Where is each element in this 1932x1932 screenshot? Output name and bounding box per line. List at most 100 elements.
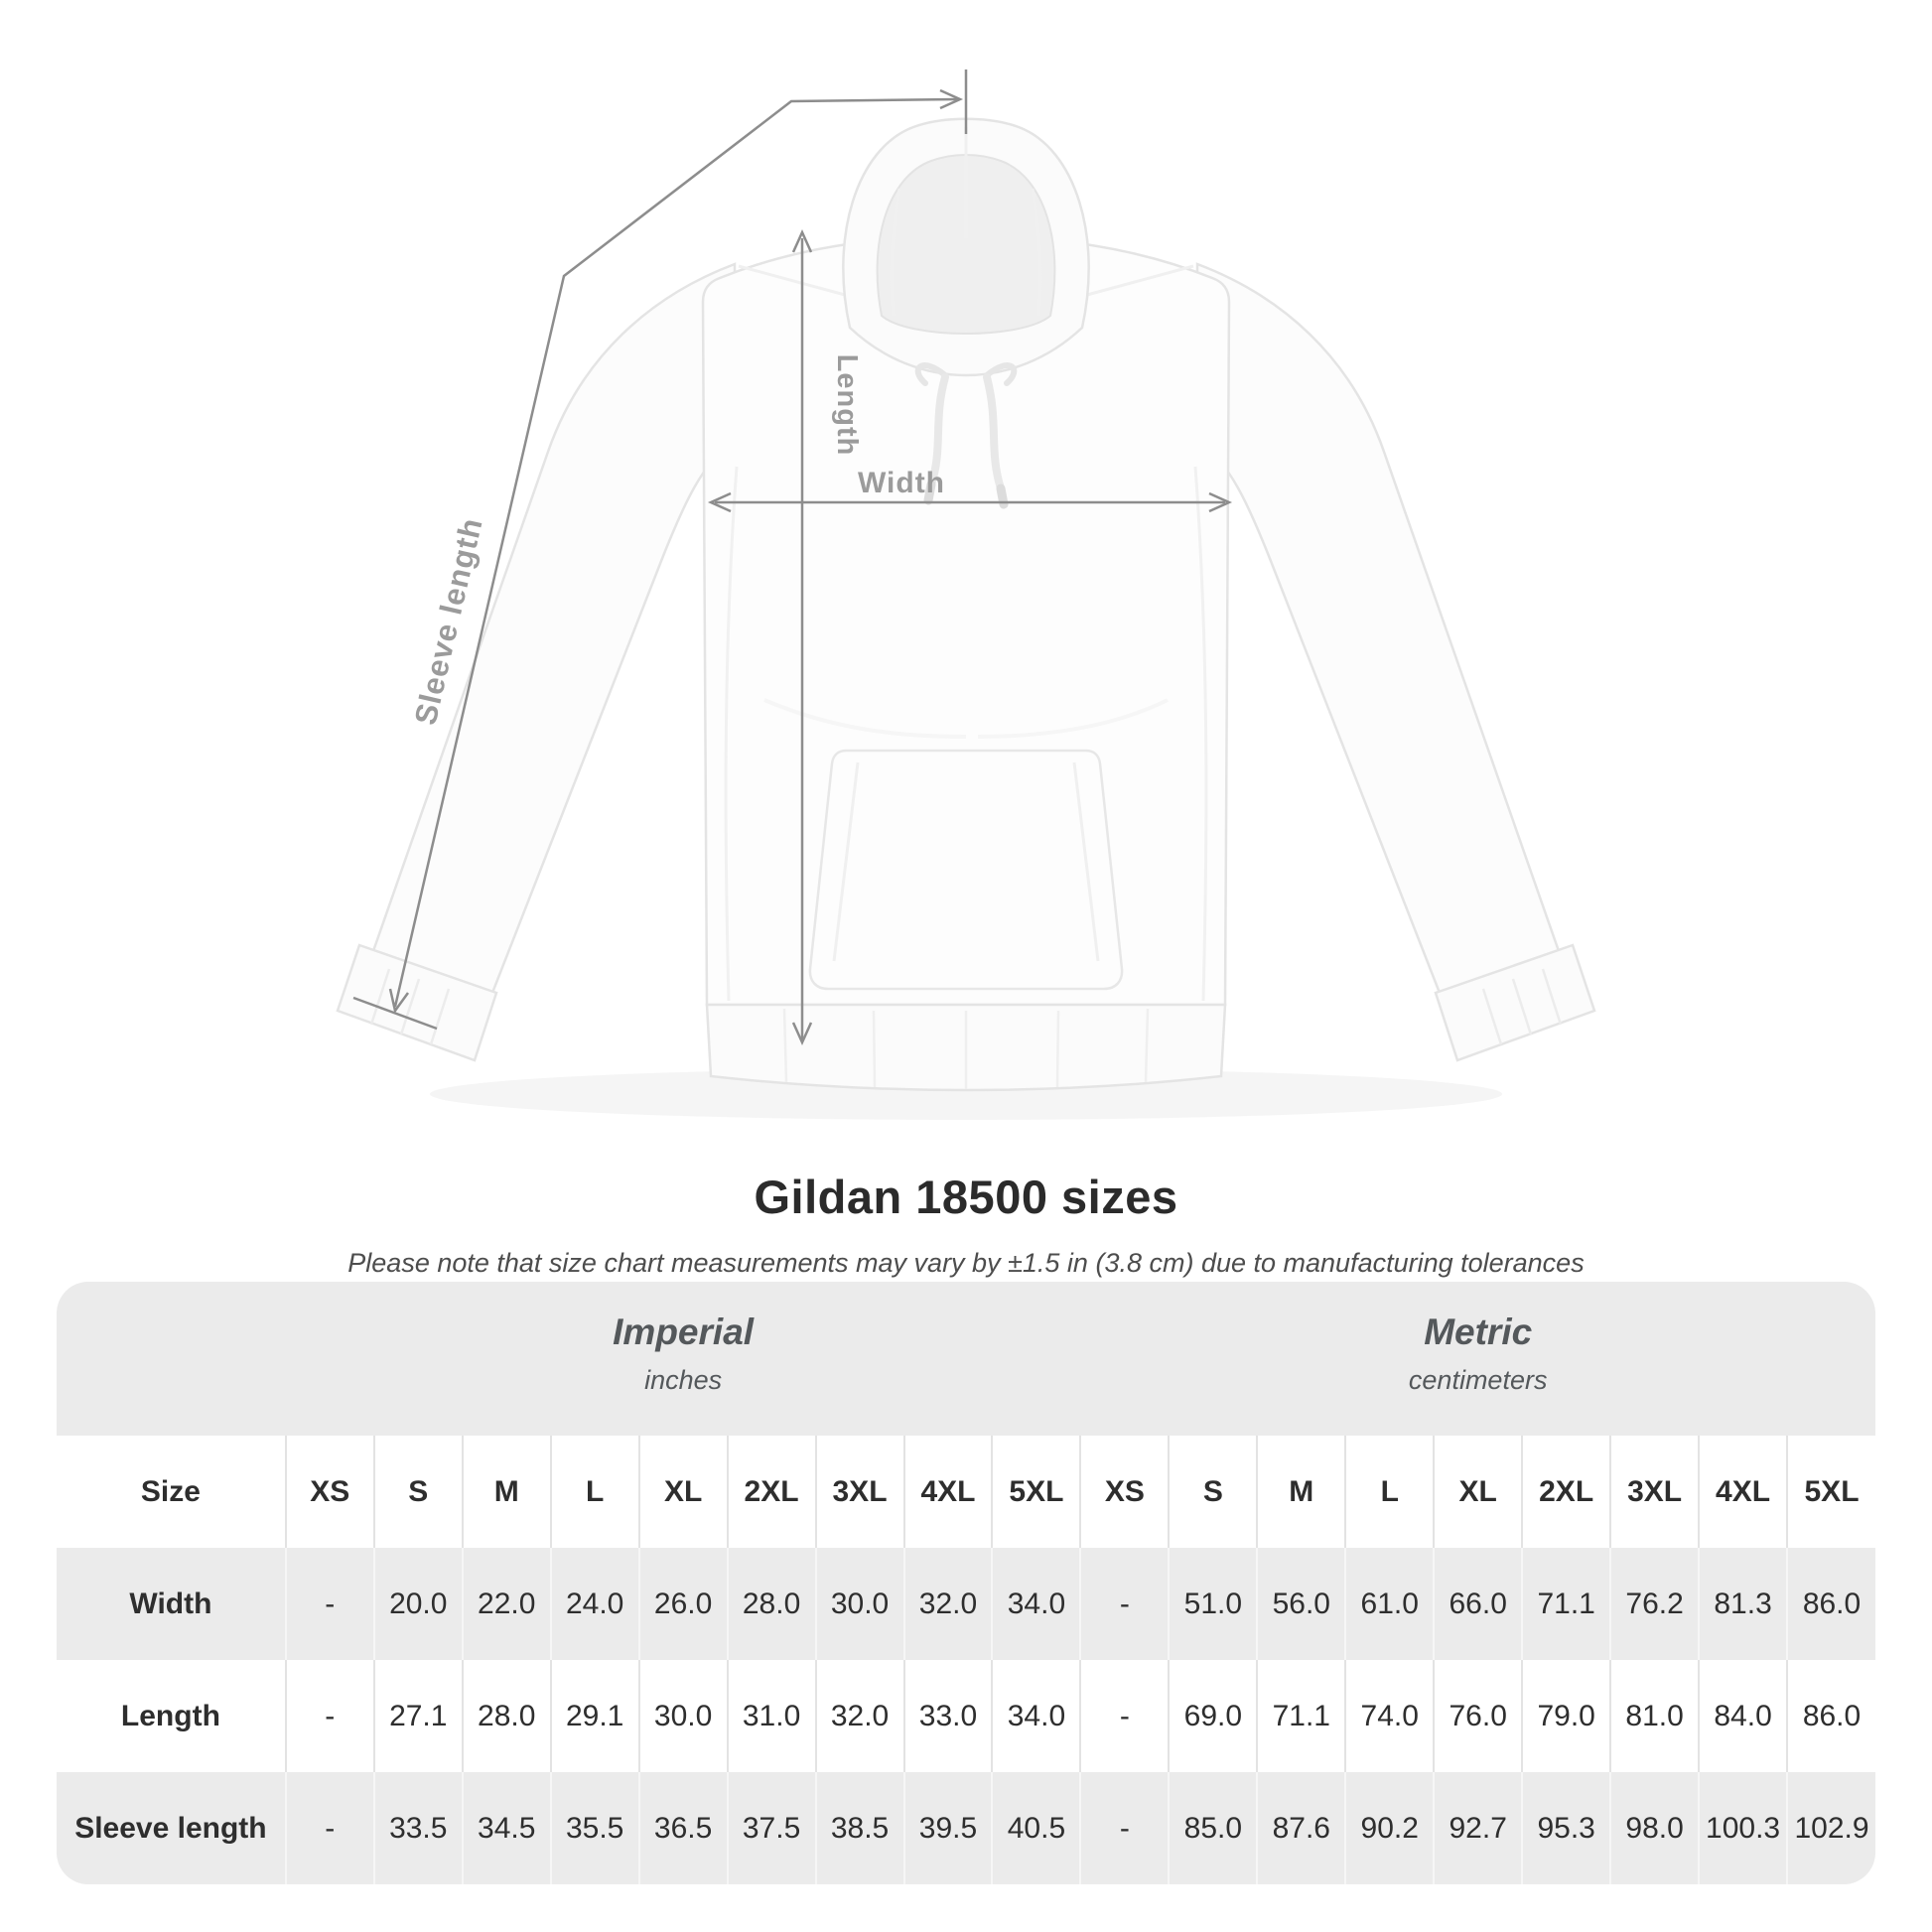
metric-size-xs: XS xyxy=(1079,1436,1170,1548)
drawstring-bow xyxy=(914,362,1018,386)
length-metric-xl: 76.0 xyxy=(1433,1660,1523,1772)
length-metric-m: 71.1 xyxy=(1256,1660,1346,1772)
hood-folds xyxy=(890,127,1042,317)
width-metric-5xl: 86.0 xyxy=(1786,1548,1875,1660)
length-metric-4xl: 84.0 xyxy=(1698,1660,1788,1772)
unit-header-band: Imperial inches Metric centimeters xyxy=(57,1282,1875,1436)
sleeve-metric-s: 85.0 xyxy=(1168,1772,1258,1884)
length-metric-3xl: 81.0 xyxy=(1609,1660,1700,1772)
length-metric-2xl: 79.0 xyxy=(1521,1660,1611,1772)
sleeve-length-line xyxy=(393,97,958,1008)
length-imperial-4xl: 33.0 xyxy=(902,1660,993,1772)
metric-size-xl: XL xyxy=(1433,1436,1523,1548)
title-block: Gildan 18500 sizes Please note that size… xyxy=(0,1170,1932,1279)
sleeve-metric-5xl: 102.9 xyxy=(1786,1772,1875,1884)
length-metric-l: 74.0 xyxy=(1344,1660,1435,1772)
width-metric-xl: 66.0 xyxy=(1433,1548,1523,1660)
width-arrowhead-left xyxy=(707,491,732,513)
sleeve-metric-m: 87.6 xyxy=(1256,1772,1346,1884)
sleeve-imperial-s: 33.5 xyxy=(372,1772,463,1884)
unit-band-spacer xyxy=(57,1282,286,1436)
sleeve-imperial-5xl: 40.5 xyxy=(991,1772,1081,1884)
metric-size-s: S xyxy=(1168,1436,1258,1548)
sleeve-imperial-4xl: 39.5 xyxy=(902,1772,993,1884)
metric-size-5xl: 5XL xyxy=(1786,1436,1875,1548)
sleeve-imperial-m: 34.5 xyxy=(461,1772,551,1884)
size-chart-table: Imperial inches Metric centimeters Size … xyxy=(57,1282,1875,1884)
length-imperial-3xl: 32.0 xyxy=(814,1660,904,1772)
sleeve-imperial-xl: 36.5 xyxy=(637,1772,728,1884)
width-metric-2xl: 71.1 xyxy=(1521,1548,1611,1660)
width-imperial-4xl: 32.0 xyxy=(902,1548,993,1660)
metric-size-m: M xyxy=(1256,1436,1346,1548)
length-imperial-l: 29.1 xyxy=(549,1660,639,1772)
width-metric-3xl: 76.2 xyxy=(1609,1548,1700,1660)
sleeve-length-arrowhead-top xyxy=(939,88,964,110)
left-cuff-ribbing xyxy=(369,968,451,1045)
imperial-size-4xl: 4XL xyxy=(902,1436,993,1548)
hem-ribbing xyxy=(782,1008,1150,1089)
length-metric-s: 69.0 xyxy=(1168,1660,1258,1772)
imperial-size-2xl: 2XL xyxy=(726,1436,816,1548)
sleeve-imperial-3xl: 38.5 xyxy=(814,1772,904,1884)
width-row: Width - 20.0 22.0 24.0 26.0 28.0 30.0 32… xyxy=(57,1548,1875,1660)
width-imperial-m: 22.0 xyxy=(461,1548,551,1660)
imperial-size-xs: XS xyxy=(284,1436,374,1548)
measurements-table: Size XS S M L XL 2XL 3XL 4XL 5XL XS S M … xyxy=(57,1436,1875,1884)
sleeve-metric-2xl: 95.3 xyxy=(1521,1772,1611,1884)
sleeve-metric-xl: 92.7 xyxy=(1433,1772,1523,1884)
imperial-size-l: L xyxy=(549,1436,639,1548)
width-imperial-l: 24.0 xyxy=(549,1548,639,1660)
width-imperial-xl: 26.0 xyxy=(637,1548,728,1660)
metric-label: Metric xyxy=(1424,1311,1533,1352)
imperial-size-3xl: 3XL xyxy=(814,1436,904,1548)
hoodie-illustration: Sleeve length Length Width xyxy=(336,69,1596,1120)
width-imperial-3xl: 30.0 xyxy=(814,1548,904,1660)
sleeve-metric-l: 90.2 xyxy=(1344,1772,1435,1884)
hoodie-left-sleeve xyxy=(371,262,737,995)
metric-group-header: Metric centimeters xyxy=(1080,1282,1875,1436)
sleeve-imperial-xs: - xyxy=(284,1772,374,1884)
sleeve-imperial-2xl: 37.5 xyxy=(726,1772,816,1884)
length-row: Length - 27.1 28.0 29.1 30.0 31.0 32.0 3… xyxy=(57,1660,1875,1772)
right-cuff-ribbing xyxy=(1481,968,1563,1045)
width-metric-xs: - xyxy=(1079,1548,1170,1660)
length-metric-xs: - xyxy=(1079,1660,1170,1772)
pocket-stitching xyxy=(832,761,1100,962)
metric-size-l: L xyxy=(1344,1436,1435,1548)
size-header-row: Size XS S M L XL 2XL 3XL 4XL 5XL XS S M … xyxy=(57,1436,1875,1548)
width-row-label: Width xyxy=(57,1548,286,1660)
metric-sublabel: centimeters xyxy=(1408,1365,1548,1395)
drawstrings xyxy=(927,373,1005,492)
length-arrowhead-top xyxy=(791,228,813,253)
sleeve-length-row: Sleeve length - 33.5 34.5 35.5 36.5 37.5… xyxy=(57,1772,1875,1884)
hoodie-left-cuff xyxy=(336,943,498,1062)
length-imperial-xs: - xyxy=(284,1660,374,1772)
metric-size-2xl: 2XL xyxy=(1521,1436,1611,1548)
sleeve-metric-4xl: 100.3 xyxy=(1698,1772,1788,1884)
width-metric-4xl: 81.3 xyxy=(1698,1548,1788,1660)
side-seams xyxy=(724,466,1208,1002)
hood-interior xyxy=(876,154,1056,335)
body-wrinkles xyxy=(763,698,1169,739)
width-imperial-s: 20.0 xyxy=(372,1548,463,1660)
length-arrowhead-bottom xyxy=(791,1022,813,1046)
shoulder-seams xyxy=(738,264,1194,300)
imperial-size-s: S xyxy=(372,1436,463,1548)
size-column-header: Size xyxy=(57,1436,286,1548)
width-imperial-5xl: 34.0 xyxy=(991,1548,1081,1660)
sleeve-metric-xs: - xyxy=(1079,1772,1170,1884)
hoodie-right-sleeve xyxy=(1195,262,1561,995)
length-imperial-xl: 30.0 xyxy=(637,1660,728,1772)
width-imperial-2xl: 28.0 xyxy=(726,1548,816,1660)
length-row-label: Length xyxy=(57,1660,286,1772)
hoodie-shadow xyxy=(430,1068,1502,1120)
length-imperial-5xl: 34.0 xyxy=(991,1660,1081,1772)
length-metric-5xl: 86.0 xyxy=(1786,1660,1875,1772)
width-metric-m: 56.0 xyxy=(1256,1548,1346,1660)
sleeve-row-label: Sleeve length xyxy=(57,1772,286,1884)
imperial-label: Imperial xyxy=(613,1311,755,1352)
metric-size-3xl: 3XL xyxy=(1609,1436,1700,1548)
imperial-size-5xl: 5XL xyxy=(991,1436,1081,1548)
